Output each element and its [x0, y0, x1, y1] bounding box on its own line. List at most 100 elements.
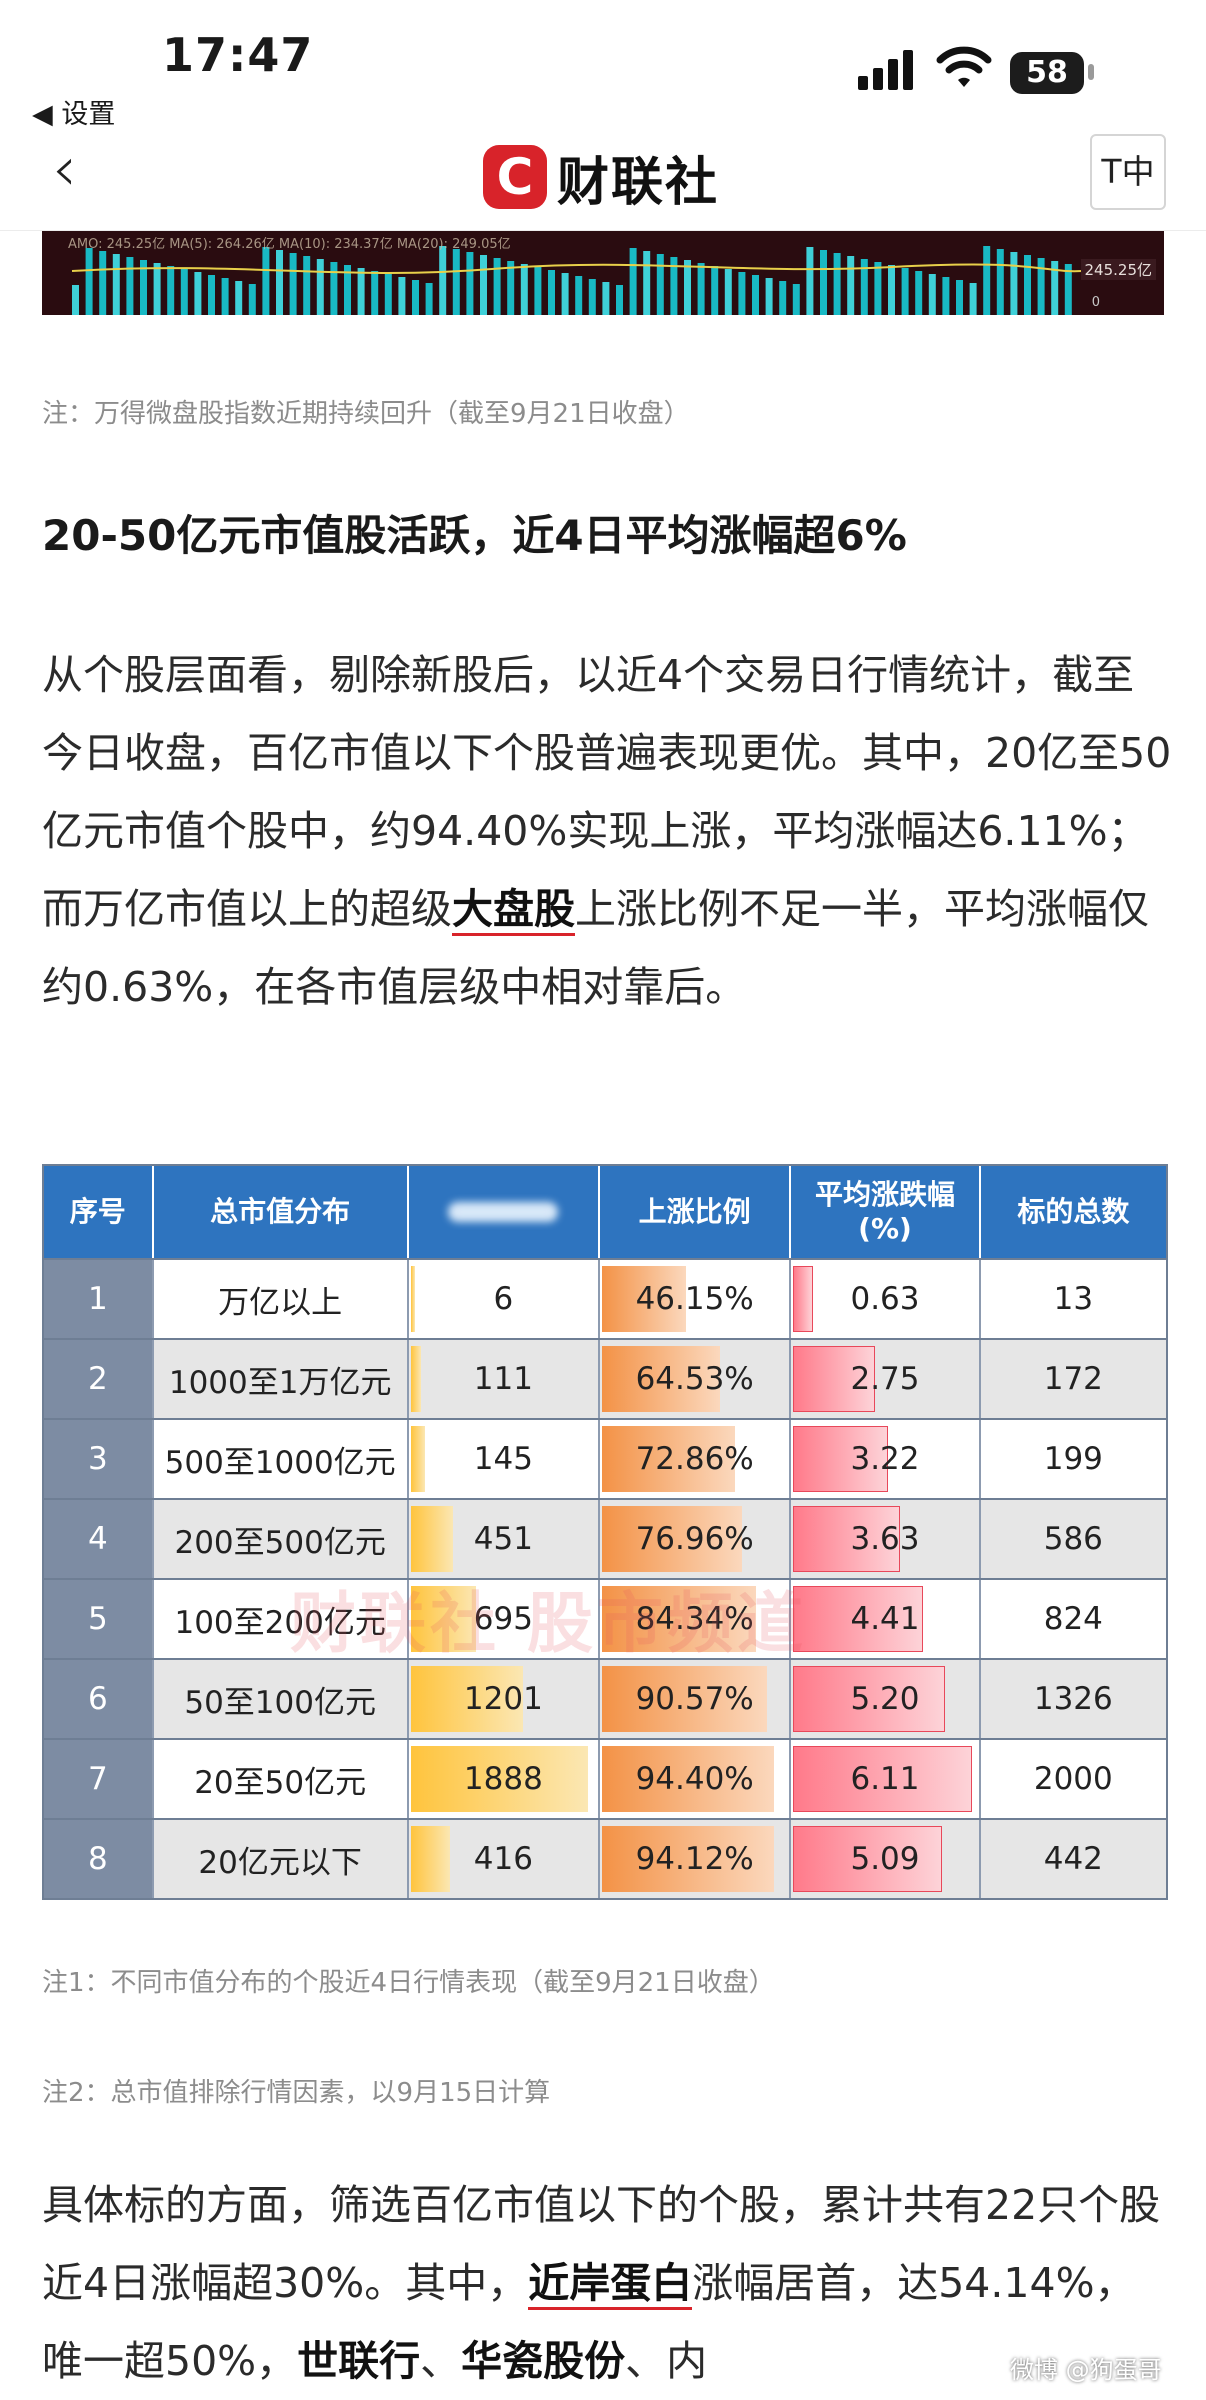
cell-up-ratio: 94.12% — [600, 1820, 792, 1898]
cell-total: 1326 — [981, 1660, 1166, 1738]
cell-index-value: 8 — [87, 1841, 108, 1877]
volume-bar — [643, 251, 651, 315]
cell-total-value: 442 — [1043, 1841, 1103, 1877]
article-paragraph-2: 具体标的方面，筛选百亿市值以下的个股，累计共有22只个股近4日涨幅超30%。其中… — [42, 2166, 1172, 2400]
battery-tip — [1088, 64, 1094, 80]
volume-bar — [684, 260, 691, 315]
cell-index-value: 6 — [87, 1681, 108, 1717]
cell-up-ratio-value: 64.53% — [635, 1361, 754, 1397]
volume-bar — [928, 274, 936, 315]
cell-market-cap-value: 20亿元以下 — [198, 1844, 362, 1881]
font-size-button[interactable]: T中 — [1090, 134, 1166, 210]
volume-bar — [1010, 252, 1018, 315]
volume-bar — [792, 284, 800, 315]
cell-avg-change-value: 5.09 — [850, 1841, 920, 1877]
cell-index: 2 — [44, 1340, 154, 1418]
volume-bar — [412, 280, 419, 315]
cell-market-cap: 500至1000亿元 — [154, 1420, 409, 1498]
volume-bar — [221, 278, 229, 315]
volume-bar — [425, 283, 433, 315]
volume-bar — [126, 257, 134, 315]
volume-bar — [847, 256, 855, 315]
back-to-settings-link[interactable]: ◀ 设置 — [32, 99, 116, 130]
data-bar — [410, 1506, 453, 1572]
header-index: 序号 — [44, 1166, 154, 1258]
cell-index-value: 3 — [87, 1441, 108, 1477]
cell-avg-change: 2.75 — [791, 1340, 981, 1418]
header-market-cap: 总市值分布 — [154, 1166, 409, 1258]
logo-mark-icon: C — [483, 145, 547, 209]
volume-bar — [371, 271, 379, 315]
back-chevron-icon[interactable]: ‹ — [52, 132, 77, 205]
cell-up-count: 416 — [409, 1820, 601, 1898]
stock-tag-link[interactable]: 大盘股 — [452, 885, 575, 936]
cell-up-ratio: 46.15% — [600, 1260, 792, 1338]
cell-up-ratio-value: 84.34% — [635, 1601, 754, 1637]
battery-indicator: 58 — [1010, 52, 1084, 94]
logo-text: 财联社 — [557, 152, 720, 213]
volume-bar — [806, 247, 814, 315]
cell-market-cap-value: 1000至1万亿元 — [168, 1364, 392, 1401]
data-bar — [602, 1666, 768, 1732]
volume-bar — [344, 265, 351, 315]
volume-bar — [303, 256, 311, 315]
volume-bar — [276, 250, 283, 315]
cell-avg-change-value: 2.75 — [850, 1361, 920, 1397]
volume-bar — [167, 266, 175, 315]
data-bar — [410, 1346, 421, 1412]
data-bar — [602, 1586, 757, 1652]
table-note-1: 注1：不同市值分布的个股近4日行情表现（截至9月21日收盘） — [42, 1968, 775, 1998]
cls-logo: C 财联社 — [483, 142, 720, 213]
cell-total-value: 13 — [1053, 1281, 1094, 1317]
cell-avg-change-value: 3.63 — [850, 1521, 920, 1557]
cell-total-value: 824 — [1043, 1601, 1103, 1637]
cell-avg-change-value: 4.41 — [850, 1601, 920, 1637]
watermark: 财联社 股市频道 — [290, 1585, 807, 1662]
cell-up-count-value: 6 — [493, 1281, 514, 1317]
data-bar — [793, 1826, 943, 1892]
volume-bar — [697, 263, 705, 315]
cell-avg-change: 0.63 — [791, 1260, 981, 1338]
volume-bar — [575, 276, 583, 315]
article-paragraph-1: 从个股层面看，剔除新股后，以近4个交易日行情统计，截至今日收盘，百亿市值以下个股… — [42, 636, 1172, 1026]
volume-bar — [208, 275, 215, 315]
volume-bar — [983, 246, 991, 315]
cell-up-count: 111 — [409, 1340, 601, 1418]
cell-up-count: 1888 — [409, 1740, 601, 1818]
data-bar — [602, 1746, 775, 1812]
cell-total: 172 — [981, 1340, 1166, 1418]
data-bar — [410, 1586, 476, 1652]
cell-up-ratio-value: 94.12% — [635, 1841, 754, 1877]
cell-up-ratio: 90.57% — [600, 1660, 792, 1738]
data-bar — [793, 1346, 876, 1412]
volume-bar — [330, 262, 338, 315]
table-row: 4 200至500亿元 451 76.96% 3.63 586 — [44, 1498, 1166, 1578]
volume-bar — [439, 246, 447, 315]
weibo-watermark: 微博 @狗蛋哥 — [1010, 2356, 1162, 2384]
cell-avg-change-value: 6.11 — [850, 1761, 920, 1797]
cell-total-value: 1326 — [1033, 1681, 1113, 1717]
volume-bar — [398, 277, 406, 315]
stock-link-jinan[interactable]: 近岸蛋白 — [528, 2259, 693, 2310]
cell-up-ratio: 72.86% — [600, 1420, 792, 1498]
volume-bar — [153, 263, 161, 315]
volume-bar — [194, 272, 202, 315]
cell-avg-change: 5.09 — [791, 1820, 981, 1898]
cell-up-count: 451 — [409, 1500, 601, 1578]
status-time: 17:47 — [162, 28, 314, 82]
volume-bar — [616, 285, 623, 315]
volume-bar — [901, 268, 909, 315]
volume-bar — [1051, 261, 1059, 315]
volume-bar — [316, 259, 324, 315]
market-cap-table: 序号 总市值分布 上涨比例 平均涨跌幅 (%) 标的总数 1 万亿以上 6 46.15… — [42, 1164, 1168, 1900]
cell-total: 199 — [981, 1420, 1166, 1498]
stock-link-shilianhang[interactable]: 世联行 — [297, 2337, 421, 2385]
paragraph-text: 上涨比例不足一半，平均涨幅仅约0.63%，在各市值层级中相对靠后。 — [42, 885, 1149, 1011]
cell-index: 5 — [44, 1580, 154, 1658]
stock-link-huaci[interactable]: 华瓷股份 — [461, 2337, 626, 2385]
table-row: 2 1000至1万亿元 111 64.53% 2.75 172 — [44, 1338, 1166, 1418]
data-bar — [410, 1266, 415, 1332]
data-bar — [793, 1506, 901, 1572]
volume-bar — [969, 283, 977, 315]
volume-bar — [248, 284, 256, 315]
